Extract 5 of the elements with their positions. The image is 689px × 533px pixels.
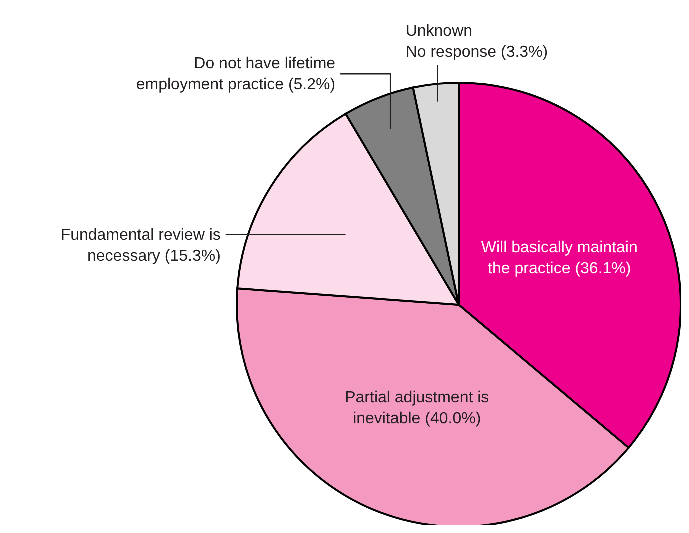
slice-label: Do not have lifetime employment practice (5.2%) xyxy=(136,56,336,94)
slice-label: Fundamental review is necessary (15.3%) xyxy=(60,226,221,265)
slice-label: Partial adjustment is inevitable (40.0%) xyxy=(345,389,490,428)
slice-label: Unknown No response (3.3%) xyxy=(406,23,548,62)
slice-label: Will basically maintain the practice (36.1%) xyxy=(481,240,638,278)
